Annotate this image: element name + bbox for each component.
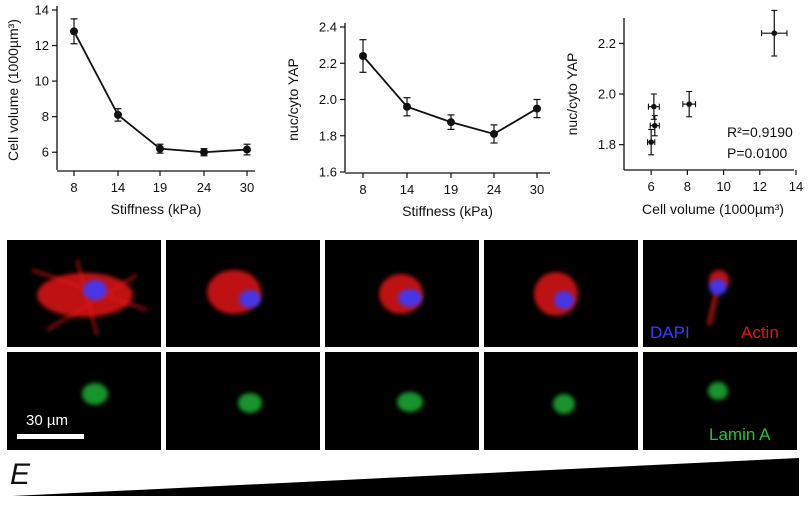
dapi-nucleus xyxy=(709,279,727,295)
dapi-nucleus xyxy=(398,289,422,307)
data-point xyxy=(686,101,692,107)
x-tick-label: 24 xyxy=(487,182,501,197)
y-tick-label: 1.6 xyxy=(319,165,337,180)
data-point xyxy=(403,102,411,111)
y-tick-label: 2.0 xyxy=(598,87,616,102)
x-tick-label: 14 xyxy=(111,180,125,195)
lamin-nucleus xyxy=(238,393,262,413)
data-point xyxy=(771,30,778,36)
y-tick-label: 10 xyxy=(35,74,49,89)
x-tick-label: 10 xyxy=(716,179,730,194)
x-tick-label: 6 xyxy=(648,179,655,194)
y-tick-label: 12 xyxy=(35,38,49,53)
dapi-nucleus xyxy=(554,291,574,309)
p-value-annotation: P=0.0100 xyxy=(727,145,788,161)
stiffness-gradient-wedge xyxy=(12,458,799,496)
y-tick-label: 2.2 xyxy=(598,36,616,51)
x-tick-label: 19 xyxy=(153,180,167,195)
data-point xyxy=(156,144,164,153)
data-point xyxy=(651,103,657,110)
lamin-panel xyxy=(7,352,161,450)
data-point xyxy=(533,104,541,113)
y-axis-label: Cell volume (1000µm³) xyxy=(5,19,21,161)
x-tick-label: 8 xyxy=(359,182,366,197)
x-tick-label: 8 xyxy=(684,179,691,194)
x-tick-label: 30 xyxy=(530,182,544,197)
lamin-nucleus xyxy=(397,392,423,412)
y-tick-label: 2.2 xyxy=(319,56,337,71)
y-tick-label: 8 xyxy=(42,109,49,124)
y-tick-label: 2.4 xyxy=(319,20,337,35)
y-tick-label: 2.0 xyxy=(319,92,337,107)
gradient-label: E xyxy=(10,458,31,491)
y-axis-label: nuc/cyto YAP xyxy=(564,53,580,136)
x-axis-label: Cell volume (1000µm³) xyxy=(642,201,784,217)
y-tick-label: 1.8 xyxy=(598,137,616,152)
data-point xyxy=(70,27,78,36)
dapi-label: DAPI xyxy=(650,323,690,342)
y-tick-label: 6 xyxy=(42,145,49,160)
chart-yap-vs-stiffness: 1.6 1.8 2.0 2.2 2.4 8 14 19 24 30 Stiffness (kPa) n… xyxy=(285,20,550,219)
r-squared-annotation: R²=0.9190 xyxy=(727,124,793,140)
data-point xyxy=(651,122,658,129)
x-tick-label: 12 xyxy=(753,179,767,194)
x-tick-label: 30 xyxy=(240,180,254,195)
chart-yap-vs-volume: 1.8 2.0 2.2 6 8 10 12 14 R²=0.9190 P=0.0100 Cell v… xyxy=(564,9,803,217)
data-point xyxy=(648,139,654,145)
dapi-nucleus xyxy=(83,280,107,300)
scale-bar xyxy=(17,434,84,439)
data-point xyxy=(243,145,251,154)
data-point xyxy=(200,148,208,157)
lamin-panel xyxy=(643,352,797,450)
x-tick-label: 24 xyxy=(197,180,211,195)
data-point xyxy=(114,110,122,119)
lamin-label: Lamin A xyxy=(709,425,771,444)
y-tick-label: 14 xyxy=(35,3,49,18)
y-tick-label: 1.8 xyxy=(319,128,337,143)
x-tick-label: 14 xyxy=(400,182,414,197)
chart-cell-volume: 6 8 10 12 14 8 14 19 24 30 Stiffness (kPa) Cell vol… xyxy=(5,3,255,217)
dapi-nucleus xyxy=(239,290,261,308)
data-point xyxy=(490,129,498,138)
lamin-nucleus xyxy=(708,382,728,400)
lamin-nucleus xyxy=(82,383,108,405)
series-line xyxy=(73,30,248,154)
data-point xyxy=(359,52,367,60)
lamin-nucleus xyxy=(553,394,575,414)
scale-bar-label: 30 µm xyxy=(26,412,68,429)
x-tick-label: 8 xyxy=(70,180,77,195)
x-axis-label: Stiffness (kPa) xyxy=(402,203,493,219)
x-axis-label: Stiffness (kPa) xyxy=(111,201,202,217)
x-tick-label: 14 xyxy=(789,179,803,194)
micrograph-grid xyxy=(7,240,797,450)
y-axis-label: nuc/cyto YAP xyxy=(285,58,301,141)
actin-process xyxy=(707,289,719,326)
data-point xyxy=(447,118,455,127)
x-tick-label: 19 xyxy=(444,182,458,197)
actin-label: Actin xyxy=(741,323,779,342)
